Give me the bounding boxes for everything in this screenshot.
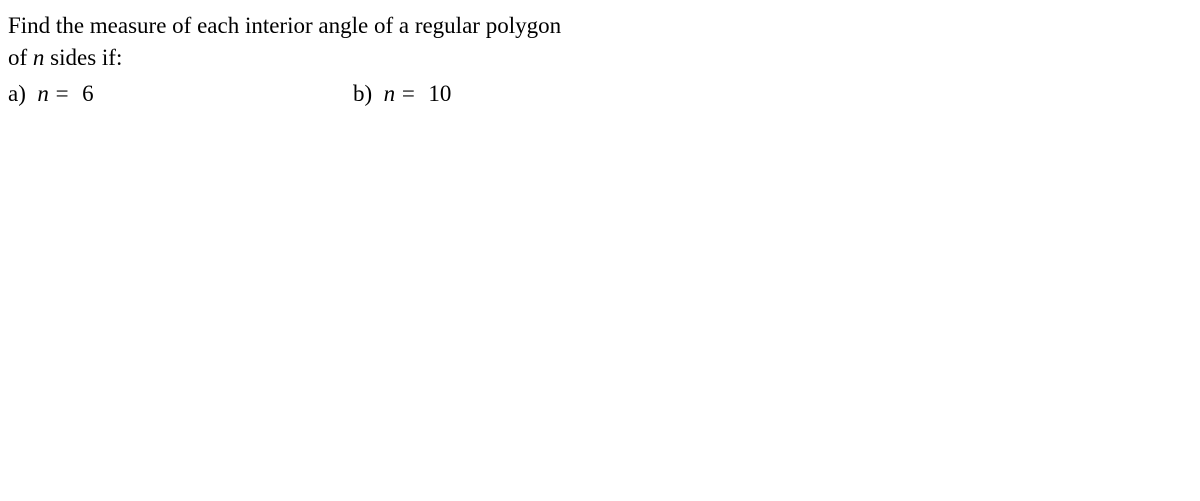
part-b-variable: n xyxy=(384,81,396,106)
part-a-label: a) xyxy=(8,81,26,106)
part-a: a) n = 6 xyxy=(8,78,353,110)
line2-prefix: of xyxy=(8,45,33,70)
parts-row: a) n = 6 b) n = 10 xyxy=(8,78,1192,110)
part-a-equals: = xyxy=(49,81,76,106)
line2-suffix: sides if: xyxy=(44,45,122,70)
problem-line-2: of n sides if: xyxy=(8,42,1192,74)
part-a-variable: n xyxy=(37,81,49,106)
part-b: b) n = 10 xyxy=(353,78,1192,110)
part-b-equals: = xyxy=(395,81,422,106)
problem-line-1: Find the measure of each interior angle … xyxy=(8,10,1192,42)
part-b-label: b) xyxy=(353,81,372,106)
part-a-value: 6 xyxy=(82,81,94,106)
part-b-value: 10 xyxy=(428,81,451,106)
problem-container: Find the measure of each interior angle … xyxy=(8,10,1192,111)
line2-variable: n xyxy=(33,45,45,70)
